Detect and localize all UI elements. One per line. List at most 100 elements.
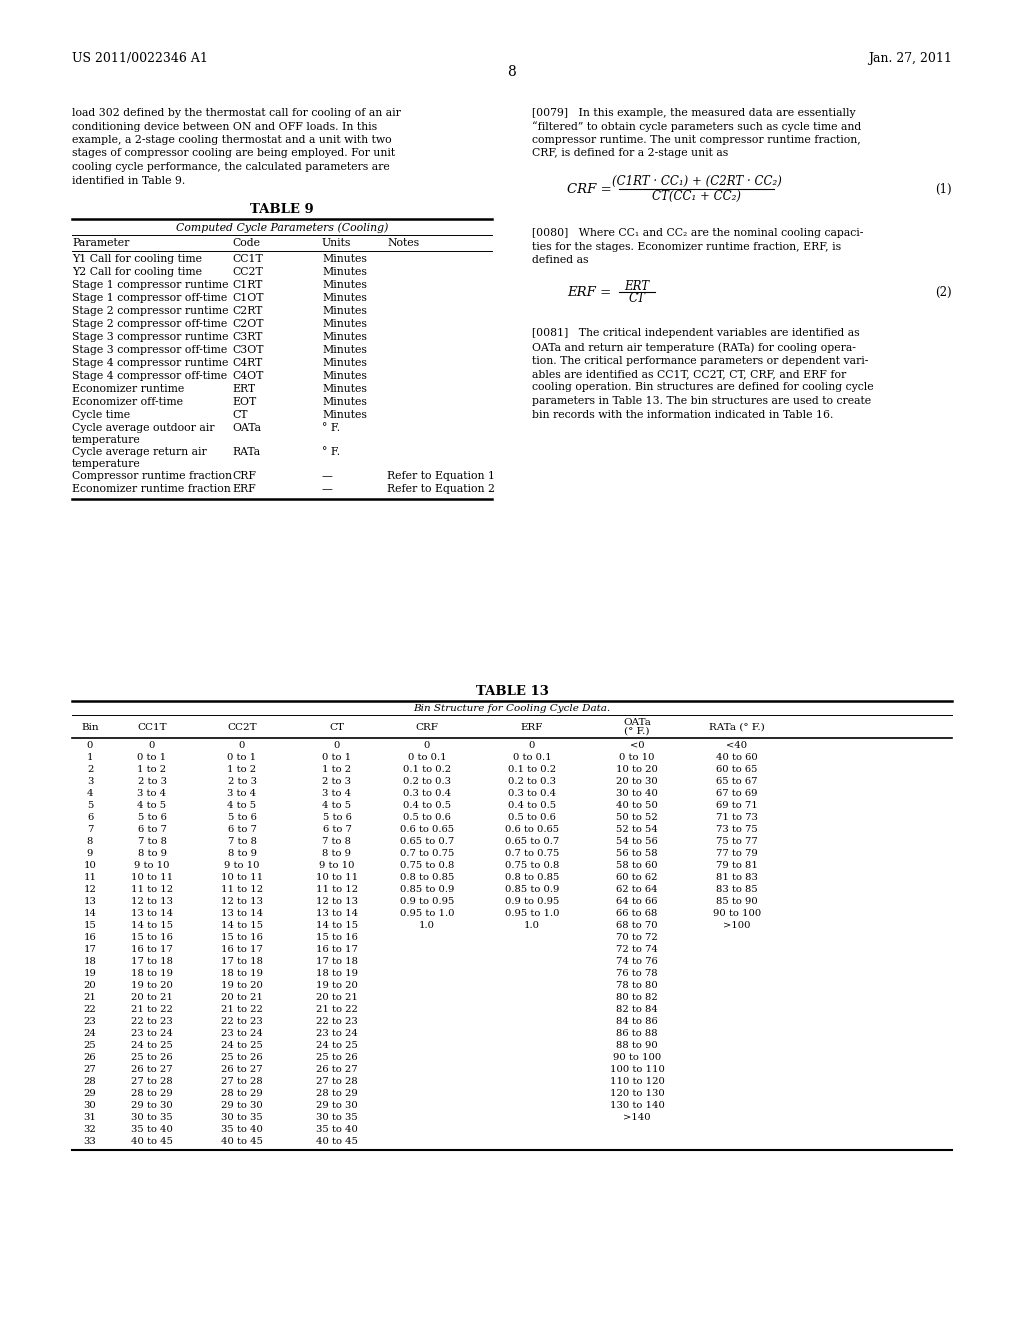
Text: 22 to 23: 22 to 23 (221, 1016, 263, 1026)
Text: 20 to 21: 20 to 21 (131, 993, 173, 1002)
Text: “filtered” to obtain cycle parameters such as cycle time and: “filtered” to obtain cycle parameters su… (532, 121, 861, 132)
Text: [0081]   The critical independent variables are identified as: [0081] The critical independent variable… (532, 329, 859, 338)
Text: 20 to 21: 20 to 21 (316, 993, 358, 1002)
Text: compressor runtime. The unit compressor runtime fraction,: compressor runtime. The unit compressor … (532, 135, 861, 145)
Text: 13 to 14: 13 to 14 (316, 909, 358, 917)
Text: 35 to 40: 35 to 40 (221, 1125, 263, 1134)
Text: 65 to 67: 65 to 67 (716, 777, 758, 785)
Text: 70 to 72: 70 to 72 (616, 933, 657, 942)
Text: 0: 0 (239, 741, 245, 750)
Text: 130 to 140: 130 to 140 (609, 1101, 665, 1110)
Text: 30 to 40: 30 to 40 (616, 789, 658, 799)
Text: Bin: Bin (81, 723, 98, 733)
Text: load 302 defined by the thermostat call for cooling of an air: load 302 defined by the thermostat call … (72, 108, 400, 117)
Text: 4: 4 (87, 789, 93, 799)
Text: Parameter: Parameter (72, 238, 129, 248)
Text: 0.65 to 0.7: 0.65 to 0.7 (505, 837, 559, 846)
Text: 1 to 2: 1 to 2 (137, 766, 167, 774)
Text: 16: 16 (84, 933, 96, 942)
Text: 8: 8 (508, 65, 516, 79)
Text: Stage 2 compressor off-time: Stage 2 compressor off-time (72, 319, 227, 329)
Text: 16 to 17: 16 to 17 (131, 945, 173, 954)
Text: 24 to 25: 24 to 25 (221, 1041, 263, 1049)
Text: 5: 5 (87, 801, 93, 810)
Text: 0.7 to 0.75: 0.7 to 0.75 (505, 849, 559, 858)
Text: Minutes: Minutes (322, 384, 367, 393)
Text: 0 to 1: 0 to 1 (227, 752, 257, 762)
Text: Stage 4 compressor runtime: Stage 4 compressor runtime (72, 358, 228, 368)
Text: 10 to 11: 10 to 11 (316, 873, 358, 882)
Text: OATa: OATa (623, 718, 651, 727)
Text: CT: CT (330, 723, 344, 733)
Text: 75 to 77: 75 to 77 (716, 837, 758, 846)
Text: 2: 2 (87, 766, 93, 774)
Text: Units: Units (322, 238, 351, 248)
Text: 26 to 27: 26 to 27 (221, 1065, 263, 1074)
Text: 30 to 35: 30 to 35 (131, 1113, 173, 1122)
Text: (1): (1) (935, 183, 952, 195)
Text: 7 to 8: 7 to 8 (323, 837, 351, 846)
Text: 35 to 40: 35 to 40 (131, 1125, 173, 1134)
Text: 1: 1 (87, 752, 93, 762)
Text: <0: <0 (630, 741, 644, 750)
Text: ERT: ERT (232, 384, 255, 393)
Text: 0: 0 (424, 741, 430, 750)
Text: 9 to 10: 9 to 10 (319, 861, 354, 870)
Text: RATa (° F.): RATa (° F.) (710, 723, 765, 733)
Text: 14 to 15: 14 to 15 (131, 921, 173, 931)
Text: 79 to 81: 79 to 81 (716, 861, 758, 870)
Text: 100 to 110: 100 to 110 (609, 1065, 665, 1074)
Text: TABLE 9: TABLE 9 (250, 203, 314, 216)
Text: Minutes: Minutes (322, 345, 367, 355)
Text: 16 to 17: 16 to 17 (316, 945, 358, 954)
Text: 4 to 5: 4 to 5 (137, 801, 167, 810)
Text: Economizer runtime: Economizer runtime (72, 384, 184, 393)
Text: cooling operation. Bin structures are defined for cooling cycle: cooling operation. Bin structures are de… (532, 383, 873, 392)
Text: 2 to 3: 2 to 3 (323, 777, 351, 785)
Text: 40 to 45: 40 to 45 (221, 1137, 263, 1146)
Text: 71 to 73: 71 to 73 (716, 813, 758, 822)
Text: 0.9 to 0.95: 0.9 to 0.95 (505, 898, 559, 906)
Text: 4 to 5: 4 to 5 (227, 801, 257, 810)
Text: 0.4 to 0.5: 0.4 to 0.5 (402, 801, 451, 810)
Text: 0 to 0.1: 0 to 0.1 (408, 752, 446, 762)
Text: 21 to 22: 21 to 22 (131, 1005, 173, 1014)
Text: 0 to 0.1: 0 to 0.1 (513, 752, 551, 762)
Text: Bin Structure for Cooling Cycle Data.: Bin Structure for Cooling Cycle Data. (414, 704, 610, 713)
Text: 31: 31 (84, 1113, 96, 1122)
Text: >100: >100 (723, 921, 751, 931)
Text: CT: CT (232, 411, 248, 420)
Text: 19 to 20: 19 to 20 (131, 981, 173, 990)
Text: 82 to 84: 82 to 84 (616, 1005, 658, 1014)
Text: Minutes: Minutes (322, 293, 367, 304)
Text: 2 to 3: 2 to 3 (137, 777, 167, 785)
Text: ° F.: ° F. (322, 447, 340, 457)
Text: 11 to 12: 11 to 12 (221, 884, 263, 894)
Text: 15 to 16: 15 to 16 (131, 933, 173, 942)
Text: Stage 4 compressor off-time: Stage 4 compressor off-time (72, 371, 227, 381)
Text: Economizer runtime fraction: Economizer runtime fraction (72, 484, 230, 494)
Text: 27 to 28: 27 to 28 (131, 1077, 173, 1086)
Text: 30 to 35: 30 to 35 (316, 1113, 357, 1122)
Text: 15 to 16: 15 to 16 (316, 933, 358, 942)
Text: 9 to 10: 9 to 10 (224, 861, 260, 870)
Text: Minutes: Minutes (322, 280, 367, 290)
Text: 25 to 26: 25 to 26 (131, 1053, 173, 1063)
Text: 74 to 76: 74 to 76 (616, 957, 657, 966)
Text: 6 to 7: 6 to 7 (227, 825, 256, 834)
Text: US 2011/0022346 A1: US 2011/0022346 A1 (72, 51, 208, 65)
Text: 20: 20 (84, 981, 96, 990)
Text: 10: 10 (84, 861, 96, 870)
Text: 3 to 4: 3 to 4 (137, 789, 167, 799)
Text: 32: 32 (84, 1125, 96, 1134)
Text: 0.9 to 0.95: 0.9 to 0.95 (399, 898, 455, 906)
Text: 23 to 24: 23 to 24 (221, 1030, 263, 1038)
Text: Stage 3 compressor off-time: Stage 3 compressor off-time (72, 345, 227, 355)
Text: CRF, is defined for a 2-stage unit as: CRF, is defined for a 2-stage unit as (532, 149, 728, 158)
Text: 5 to 6: 5 to 6 (323, 813, 351, 822)
Text: 19 to 20: 19 to 20 (316, 981, 358, 990)
Text: 6 to 7: 6 to 7 (137, 825, 167, 834)
Text: Y2 Call for cooling time: Y2 Call for cooling time (72, 267, 202, 277)
Text: 24 to 25: 24 to 25 (316, 1041, 358, 1049)
Text: 4 to 5: 4 to 5 (323, 801, 351, 810)
